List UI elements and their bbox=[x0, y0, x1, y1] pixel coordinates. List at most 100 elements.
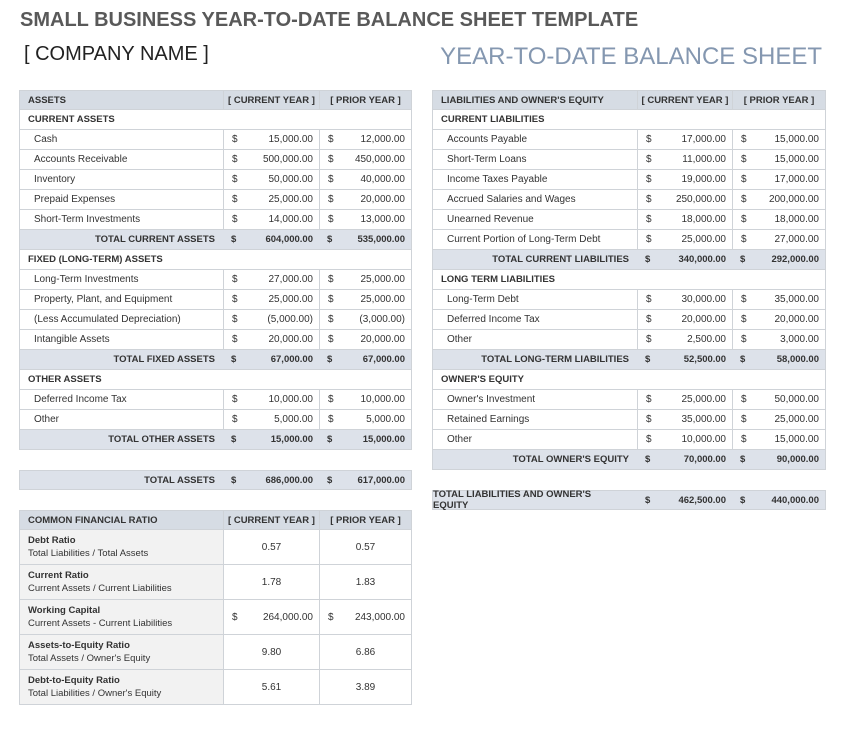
currency-symbol: $ bbox=[232, 414, 238, 425]
currency-symbol: $ bbox=[327, 234, 333, 245]
item-row: Long-Term Debt $30,000.00 $35,000.00 bbox=[432, 290, 826, 310]
amount: 15,000.00 bbox=[268, 134, 314, 145]
title: SMALL BUSINESS YEAR-TO-DATE BALANCE SHEE… bbox=[20, 9, 639, 31]
money-cell: $686,000.00 bbox=[223, 471, 319, 489]
ratio-value: 0.57 bbox=[223, 530, 319, 564]
currency-symbol: $ bbox=[232, 194, 238, 205]
currency-symbol: $ bbox=[741, 394, 747, 405]
ratio-label-cell: Current Ratio Current Assets / Current Li… bbox=[20, 565, 223, 599]
money-cell: $17,000.00 bbox=[732, 170, 825, 189]
item-label: Long-Term Investments bbox=[34, 274, 139, 285]
money-cell: $15,000.00 bbox=[732, 150, 825, 169]
amount: 243,000.00 bbox=[354, 611, 405, 623]
item-label: Inventory bbox=[34, 174, 76, 185]
money-cell: $15,000.00 bbox=[223, 130, 319, 149]
amount: 5,000.00 bbox=[274, 414, 313, 425]
money-cell: $10,000.00 bbox=[223, 390, 319, 409]
grand-total-row: TOTAL LIABILITIES AND OWNER'S EQUITY $462… bbox=[432, 489, 826, 511]
amount: 35,000.00 bbox=[774, 294, 820, 305]
money-cell: $340,000.00 bbox=[637, 250, 732, 269]
ratio-name: Assets-to-Equity Ratio bbox=[28, 640, 130, 651]
item-row: Property, Plant, and Equipment $25,000.00… bbox=[19, 290, 412, 310]
currency-symbol: $ bbox=[646, 314, 652, 325]
amount: 20,000.00 bbox=[268, 334, 314, 345]
currency-symbol: $ bbox=[646, 414, 652, 425]
currency-symbol: $ bbox=[646, 174, 652, 185]
currency-symbol: $ bbox=[328, 194, 334, 205]
amount: 20,000.00 bbox=[360, 334, 406, 345]
header-label: LIABILITIES AND OWNER'S EQUITY bbox=[441, 94, 604, 106]
money-cell: $50,000.00 bbox=[732, 390, 825, 409]
total-label: TOTAL OTHER ASSETS bbox=[108, 434, 215, 445]
amount: 15,000.00 bbox=[774, 134, 820, 145]
amount: 17,000.00 bbox=[681, 134, 727, 145]
amount: 25,000.00 bbox=[268, 294, 314, 305]
money-cell: $20,000.00 bbox=[637, 310, 732, 329]
amount: 20,000.00 bbox=[774, 314, 820, 325]
currency-symbol: $ bbox=[231, 434, 237, 445]
currency-symbol: $ bbox=[740, 354, 746, 365]
money-cell: $27,000.00 bbox=[223, 270, 319, 289]
item-row: (Less Accumulated Depreciation) $ (5,000.0… bbox=[19, 310, 412, 330]
currency-symbol: $ bbox=[740, 254, 746, 265]
currency-symbol: $ bbox=[741, 434, 747, 445]
item-row: Deferred Income Tax $20,000.00 $20,000.00 bbox=[432, 310, 826, 330]
currency-symbol: $ bbox=[741, 134, 747, 145]
currency-symbol: $ bbox=[646, 294, 652, 305]
total-label: TOTAL CURRENT ASSETS bbox=[95, 234, 215, 245]
total-row: TOTAL LONG-TERM LIABILITIES $52,500.00 $58… bbox=[432, 350, 826, 370]
item-label: Cash bbox=[34, 134, 58, 145]
currency-symbol: $ bbox=[646, 434, 652, 445]
amount: 340,000.00 bbox=[678, 254, 726, 265]
money-cell: $14,000.00 bbox=[223, 210, 319, 229]
item-label: Accounts Payable bbox=[447, 134, 528, 145]
ratio-value: 3.89 bbox=[319, 670, 411, 704]
money-cell: $35,000.00 bbox=[732, 290, 825, 309]
money-cell: $ (3,000.00) bbox=[319, 310, 411, 329]
item-row: Inventory $50,000.00 $40,000.00 bbox=[19, 170, 412, 190]
money-cell: $58,000.00 bbox=[732, 350, 825, 369]
section-title: OTHER ASSETS bbox=[28, 374, 102, 385]
money-cell: $17,000.00 bbox=[637, 130, 732, 149]
money-cell: $12,000.00 bbox=[319, 130, 411, 149]
money-cell: $35,000.00 bbox=[637, 410, 732, 429]
ratio-value: 6.86 bbox=[319, 635, 411, 669]
item-label: Income Taxes Payable bbox=[447, 174, 548, 185]
header-col: [ CURRENT YEAR ] bbox=[223, 91, 319, 109]
money-cell: $20,000.00 bbox=[319, 190, 411, 209]
currency-symbol: $ bbox=[231, 474, 237, 486]
ratio-value: 1.78 bbox=[223, 565, 319, 599]
money-cell: $535,000.00 bbox=[319, 230, 411, 249]
currency-symbol: $ bbox=[328, 294, 334, 305]
item-label: Property, Plant, and Equipment bbox=[34, 294, 173, 305]
item-label: Unearned Revenue bbox=[447, 214, 534, 225]
currency-symbol: $ bbox=[232, 314, 238, 325]
item-row: Short-Term Investments $14,000.00 $13,000.… bbox=[19, 210, 412, 230]
amount: 15,000.00 bbox=[362, 434, 405, 445]
ratio-row: Current Ratio Current Assets / Current Li… bbox=[19, 565, 412, 600]
currency-symbol: $ bbox=[646, 394, 652, 405]
amount: 250,000.00 bbox=[675, 194, 726, 205]
currency-symbol: $ bbox=[328, 394, 334, 405]
amount: 604,000.00 bbox=[265, 234, 313, 245]
currency-symbol: $ bbox=[646, 194, 652, 205]
ratio-label-cell: Working Capital Current Assets - Current … bbox=[20, 600, 223, 634]
company-name: [ COMPANY NAME ] bbox=[24, 43, 209, 65]
currency-symbol: $ bbox=[328, 314, 334, 325]
ratio-name: Current Ratio bbox=[28, 570, 89, 581]
currency-symbol: $ bbox=[740, 494, 746, 506]
currency-symbol: $ bbox=[328, 414, 334, 425]
amount: 440,000.00 bbox=[771, 494, 819, 506]
money-cell: $40,000.00 bbox=[319, 170, 411, 189]
currency-symbol: $ bbox=[328, 134, 334, 145]
item-row: Accounts Receivable $500,000.00 $450,000.0… bbox=[19, 150, 412, 170]
money-cell: $20,000.00 bbox=[319, 330, 411, 349]
amount: 25,000.00 bbox=[681, 234, 727, 245]
currency-symbol: $ bbox=[328, 214, 334, 225]
item-label: Owner's Investment bbox=[447, 394, 536, 405]
money-cell: $440,000.00 bbox=[732, 491, 825, 509]
total-label: TOTAL FIXED ASSETS bbox=[113, 354, 215, 365]
header-col: [ PRIOR YEAR ] bbox=[732, 91, 825, 109]
item-row: Owner's Investment $25,000.00 $50,000.00 bbox=[432, 390, 826, 410]
